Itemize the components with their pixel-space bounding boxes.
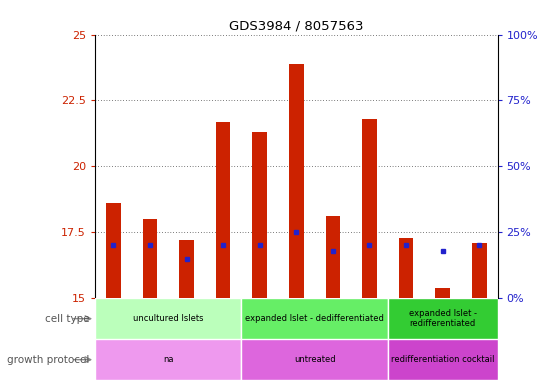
- Bar: [362, 119, 377, 298]
- Text: untreated: untreated: [293, 355, 335, 364]
- Bar: [241, 339, 388, 380]
- Bar: [388, 298, 498, 339]
- Bar: [252, 132, 267, 298]
- Bar: [179, 240, 194, 298]
- Bar: [241, 298, 388, 339]
- Bar: [289, 64, 304, 298]
- Text: cell type: cell type: [45, 314, 89, 324]
- Bar: [435, 288, 450, 298]
- Bar: [95, 339, 241, 380]
- Text: uncultured Islets: uncultured Islets: [133, 314, 203, 323]
- Bar: [472, 243, 486, 298]
- Bar: [95, 298, 241, 339]
- Text: growth protocol: growth protocol: [7, 355, 89, 365]
- Bar: [216, 122, 230, 298]
- Bar: [399, 238, 413, 298]
- Text: na: na: [163, 355, 173, 364]
- Bar: [388, 339, 498, 380]
- Text: redifferentiation cocktail: redifferentiation cocktail: [391, 355, 494, 364]
- Bar: [143, 219, 157, 298]
- Bar: [106, 203, 121, 298]
- Title: GDS3984 / 8057563: GDS3984 / 8057563: [229, 19, 363, 32]
- Text: expanded Islet -
redifferentiated: expanded Islet - redifferentiated: [409, 309, 477, 328]
- Text: expanded Islet - dedifferentiated: expanded Islet - dedifferentiated: [245, 314, 384, 323]
- Bar: [325, 217, 340, 298]
